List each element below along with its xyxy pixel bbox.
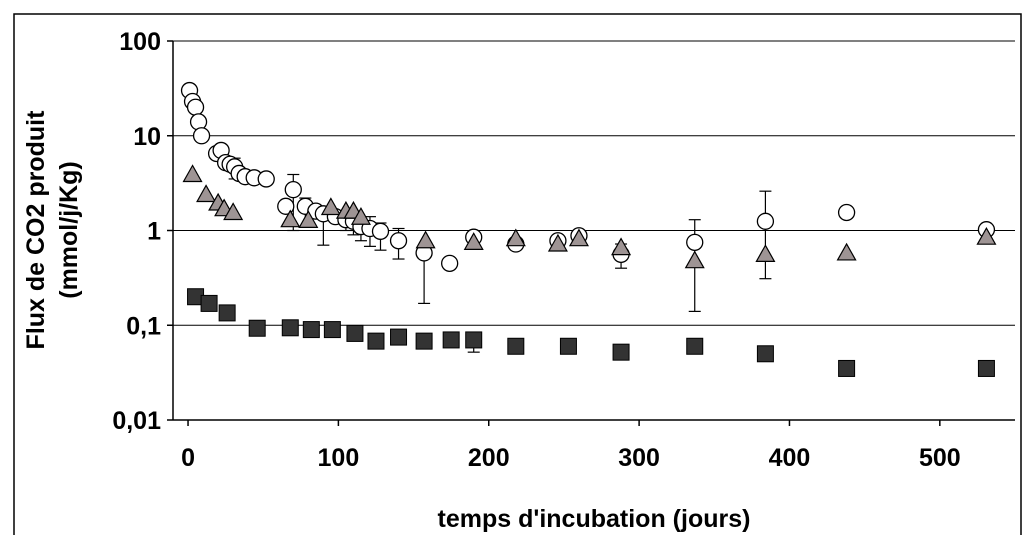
square-point	[838, 359, 856, 377]
x-tick-label: 0	[181, 444, 195, 472]
square-point	[390, 328, 408, 346]
triangle-point	[976, 226, 997, 245]
x-tick-label: 500	[919, 444, 961, 472]
square-point	[346, 324, 364, 342]
circle-point	[371, 222, 390, 240]
triangle-point	[196, 184, 217, 203]
y-ticks: 0,01 0,1 1 10 100	[112, 28, 173, 435]
triangle-point	[836, 242, 857, 261]
chart-border	[13, 13, 1022, 540]
triangle-point	[223, 202, 244, 221]
circle-point	[186, 98, 205, 116]
triangle-point	[505, 228, 526, 247]
triangle-point	[280, 209, 301, 228]
square-point	[218, 304, 236, 322]
circle-point	[257, 170, 275, 188]
circle-point	[277, 197, 295, 215]
circle-point	[686, 233, 704, 251]
square-point	[612, 343, 630, 361]
square-point	[281, 319, 299, 337]
gridlines	[173, 40, 1015, 326]
y-tick-label: 10	[133, 123, 161, 151]
square-point	[323, 321, 341, 339]
y-axis-label-line1: Flux de CO2 produit	[22, 110, 50, 350]
triangle-point	[547, 233, 568, 252]
circle-point	[837, 203, 856, 222]
triangle-point	[568, 228, 589, 247]
y-tick-label: 0,01	[112, 407, 161, 435]
square-point	[977, 359, 995, 377]
triangle-point	[298, 210, 319, 228]
square-point	[367, 332, 385, 350]
y-tick-label: 1	[147, 218, 161, 246]
square-point	[686, 337, 704, 355]
data-markers	[180, 81, 997, 377]
square-point	[248, 319, 266, 337]
y-tick-label: 100	[119, 28, 161, 56]
triangle-point	[463, 232, 484, 250]
triangle-point	[182, 164, 203, 183]
square-point	[559, 337, 577, 355]
circle-point	[756, 212, 775, 230]
circle-point	[389, 232, 408, 250]
triangle-point	[350, 207, 371, 225]
x-tick-label: 100	[318, 444, 360, 472]
triangle-point	[611, 237, 632, 256]
triangle-point	[320, 197, 341, 216]
circle-point	[284, 180, 302, 199]
x-tick-label: 300	[618, 444, 660, 472]
y-tick-label: 0,1	[126, 312, 161, 340]
triangle-point	[755, 244, 776, 262]
square-point	[302, 321, 320, 339]
circle-point	[441, 254, 459, 273]
square-point	[200, 294, 218, 312]
triangle-point	[684, 250, 705, 269]
x-axis-label: temps d'incubation (jours)	[438, 505, 751, 533]
x-tick-label: 200	[468, 444, 510, 472]
circle-point	[192, 127, 211, 145]
x-tick-label: 400	[769, 444, 811, 472]
square-point	[507, 337, 525, 355]
square-point	[442, 331, 460, 349]
x-ticks: 0 100 200 300 400 500	[181, 420, 961, 472]
square-point	[415, 332, 433, 350]
triangle-point	[415, 230, 436, 249]
y-axis-label-line2: (mmol/j/Kg)	[55, 161, 83, 299]
square-point	[465, 331, 483, 349]
square-point	[756, 345, 774, 363]
